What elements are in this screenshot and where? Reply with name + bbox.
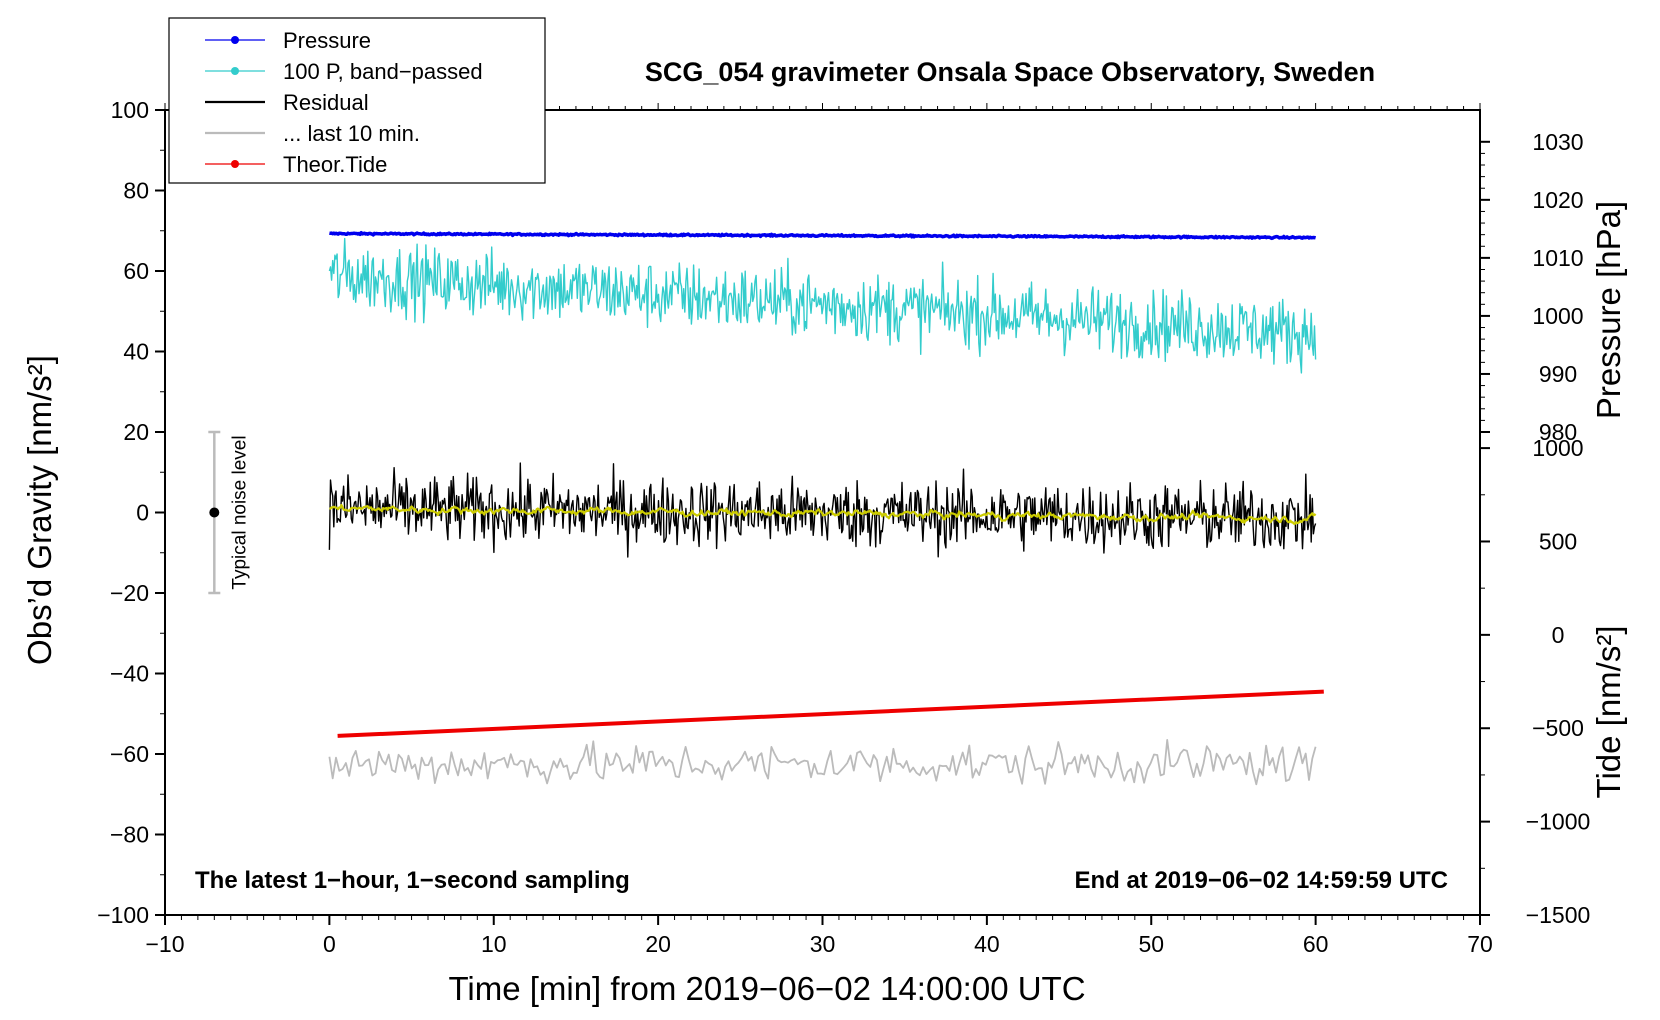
series-100-p-band-passed [328, 237, 1317, 374]
pressure-tick-label: 1030 [1532, 129, 1583, 155]
x-tick-label: 30 [810, 931, 836, 957]
legend-swatch-marker [231, 160, 239, 168]
legend-label: 100 P, band−passed [283, 59, 483, 84]
pressure-tick-label: 990 [1539, 361, 1577, 387]
legend-label: ... last 10 min. [283, 121, 420, 146]
series-last-10-min [328, 739, 1317, 786]
y-tick-label: 60 [123, 258, 149, 284]
legend-swatch-marker [231, 36, 239, 44]
x-tick-label: 60 [1303, 931, 1329, 957]
legend-label: Pressure [283, 28, 371, 53]
tide-tick-label: −500 [1532, 715, 1584, 741]
legend-label: Residual [283, 90, 369, 115]
y-tick-label: 100 [111, 97, 149, 123]
legend: Pressure 100 P, band−passed Residual ... la… [168, 17, 546, 184]
tide-tick-label: 1000 [1532, 435, 1583, 461]
pressure-tick-label: 1010 [1532, 245, 1583, 271]
chart-title: SCG_054 gravimeter Onsala Space Observat… [645, 57, 1375, 87]
x-axis: −10 0 10 20 30 40 50 60 70 [145, 103, 1493, 957]
tide-tick-label: −1500 [1526, 902, 1591, 928]
x-tick-label: 0 [323, 931, 336, 957]
legend-label: Theor.Tide [283, 152, 387, 177]
tide-tick-label: −1000 [1526, 809, 1591, 835]
y-tick-label: −80 [110, 822, 149, 848]
x-axis-title: Time [min] from 2019−06−02 14:00:00 UTC [448, 970, 1085, 1007]
pressure-tick-label: 1000 [1532, 303, 1583, 329]
x-tick-label: 10 [481, 931, 507, 957]
y-tick-label: −60 [110, 741, 149, 767]
noise-bar-center-dot [209, 507, 220, 518]
y-tick-label: 40 [123, 339, 149, 365]
tide-tick-label: 500 [1539, 528, 1577, 554]
series-layer [328, 230, 1324, 786]
y-tick-label: −20 [110, 580, 149, 606]
legend-swatch-marker [231, 67, 239, 75]
x-tick-label: 20 [645, 931, 671, 957]
y-axis-tide-title: Tide [nm/s²] [1590, 626, 1627, 799]
series-residual [328, 462, 1317, 558]
y-tick-label: 80 [123, 178, 149, 204]
y-tick-label: 0 [136, 500, 149, 526]
pressure-tick-label: 980 [1539, 419, 1577, 445]
tide-tick-label: 0 [1552, 622, 1565, 648]
y-axis-left: −100 −80 −60 −40 −20 0 20 40 60 80 100 [97, 97, 165, 928]
x-tick-label: 70 [1467, 931, 1493, 957]
y-tick-label: −40 [110, 661, 149, 687]
x-tick-label: 40 [974, 931, 1000, 957]
y-tick-label: 20 [123, 419, 149, 445]
series-pressure [328, 230, 1317, 241]
noise-bar-label: Typical noise level [229, 435, 250, 589]
series-residual-smoothed [329, 503, 1317, 526]
pressure-tick-label: 1020 [1532, 187, 1583, 213]
y-tick-label: −100 [97, 902, 149, 928]
annotation-left: The latest 1−hour, 1−second sampling [195, 867, 630, 894]
noise-bar: Typical noise level [208, 430, 250, 595]
y-axis-tide: −1500 −1000 −500 0 500 1000 [1480, 435, 1590, 928]
y-axis-pressure: 980 990 1000 1010 1020 1030 [1480, 129, 1584, 445]
legend-box [168, 17, 546, 184]
x-tick-label: −10 [145, 931, 184, 957]
x-tick-label: 50 [1138, 931, 1164, 957]
y-axis-left-title: Obs’d Gravity [nm/s²] [21, 355, 58, 665]
series-theor-tide [337, 689, 1324, 738]
annotation-right: End at 2019−06−02 14:59:59 UTC [1074, 867, 1448, 894]
y-axis-pressure-title: Pressure [hPa] [1590, 201, 1627, 419]
